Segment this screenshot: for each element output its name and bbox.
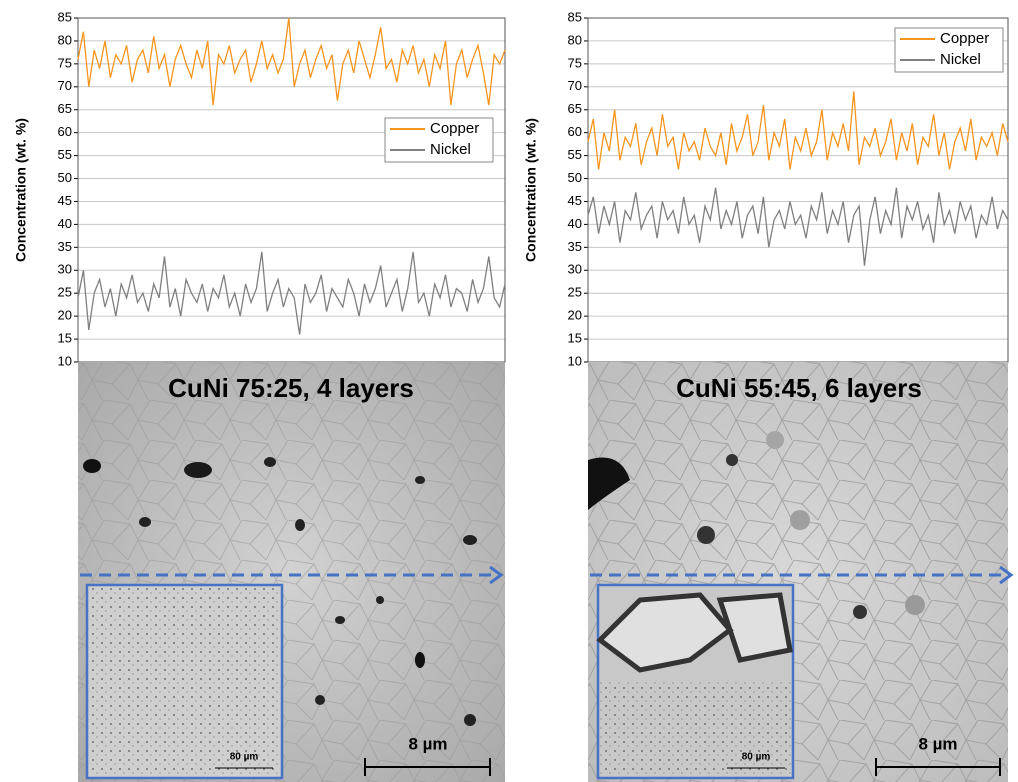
- series-line: [587, 91, 1009, 170]
- y-tick-label: 45: [568, 193, 582, 208]
- legend-label: Nickel: [940, 51, 981, 68]
- y-tick-label: 30: [58, 262, 72, 277]
- legend-box: [384, 117, 494, 163]
- y-tick-label: 20: [568, 308, 582, 323]
- y-tick-label: 55: [568, 147, 582, 162]
- y-tick-label: 50: [58, 170, 72, 185]
- y-tick-label: 65: [568, 101, 582, 116]
- y-tick-label: 35: [568, 239, 582, 254]
- y-tick-label: 75: [58, 55, 72, 70]
- y-axis-label: Concentration (wt. %): [523, 118, 539, 262]
- scan-arrow: [80, 565, 1014, 585]
- y-tick-label: 75: [568, 55, 582, 70]
- micrograph-right: [588, 362, 1008, 782]
- scale-bar: [215, 758, 1001, 776]
- y-tick-label: 30: [568, 262, 582, 277]
- y-tick-label: 10: [568, 353, 582, 368]
- y-tick-label: 15: [568, 331, 582, 346]
- y-tick-label: 15: [58, 331, 72, 346]
- y-tick-label: 85: [58, 9, 72, 24]
- y-tick-label: 45: [58, 193, 72, 208]
- legend-label: Copper: [430, 120, 479, 137]
- line-chart: 10 15 20 25 30 35 40 45 50 55 60 65 70 75 80 85 Concentr…: [523, 9, 1009, 368]
- y-tick-label: 10: [58, 353, 72, 368]
- y-tick-label: 85: [568, 9, 582, 24]
- y-tick-label: 60: [58, 124, 72, 139]
- series-line: [77, 17, 506, 106]
- y-tick-label: 20: [58, 308, 72, 323]
- inset-scale-label: 80 µm: [230, 752, 259, 763]
- legend-label: Nickel: [430, 141, 471, 158]
- y-tick-label: 80: [58, 32, 72, 47]
- legend-label: Copper: [940, 30, 989, 47]
- y-tick-label: 25: [568, 285, 582, 300]
- y-tick-label: 35: [58, 239, 72, 254]
- plot-area: [78, 18, 505, 362]
- y-tick-label: 50: [568, 170, 582, 185]
- legend-box: [894, 27, 1004, 73]
- inset-scale-label: 80 µm: [742, 752, 771, 763]
- image-title: CuNi 55:45, 6 layers: [676, 373, 922, 403]
- scale-bar-label: 8 µm: [408, 734, 447, 753]
- y-tick-label: 25: [58, 285, 72, 300]
- y-tick-label: 40: [58, 216, 72, 231]
- y-tick-label: 55: [58, 147, 72, 162]
- line-chart: 10 15 20 25 30 35 40 45 50 55 60 65 70 75 80 85 Concentr…: [13, 9, 506, 368]
- series-line: [77, 251, 506, 335]
- y-tick-label: 65: [58, 101, 72, 116]
- plot-area: [588, 18, 1008, 362]
- micrograph-left: [78, 362, 505, 782]
- series-line: [587, 187, 1009, 266]
- image-title: CuNi 75:25, 4 layers: [168, 373, 414, 403]
- y-tick-label: 40: [568, 216, 582, 231]
- y-tick-label: 70: [58, 78, 72, 93]
- y-axis-label: Concentration (wt. %): [13, 118, 29, 262]
- scale-bar-label: 8 µm: [918, 734, 957, 753]
- y-tick-label: 60: [568, 124, 582, 139]
- y-tick-label: 80: [568, 32, 582, 47]
- y-tick-label: 70: [568, 78, 582, 93]
